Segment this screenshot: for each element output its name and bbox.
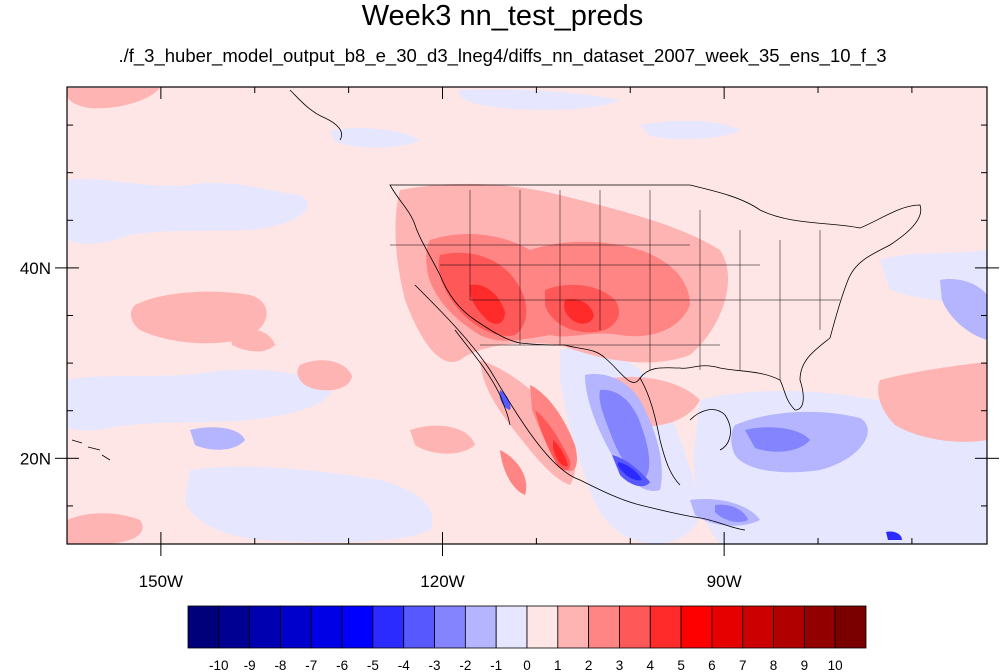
axis-tick-labels: 40N 20N 150W 120W 90W <box>20 259 742 591</box>
lon-tick-label: 90W <box>707 572 742 591</box>
colorbar <box>187 605 867 649</box>
negative-anomaly-strong-regions <box>599 389 810 523</box>
colorbar-label: 8 <box>770 658 778 672</box>
colorbar-swatch <box>495 605 528 649</box>
colorbar-swatch <box>249 605 281 649</box>
colorbar-swatch <box>310 605 343 649</box>
negative-anomaly-core-regions <box>618 462 902 540</box>
colorbar-label: 4 <box>647 658 655 672</box>
colorbar-label: 6 <box>708 658 716 672</box>
coastlines <box>71 89 922 531</box>
colorbar-swatch <box>588 605 620 649</box>
colorbar-label: -10 <box>209 658 229 672</box>
state-boundaries <box>390 190 840 380</box>
colorbar-swatch <box>187 605 220 649</box>
colorbar-swatch <box>619 605 651 649</box>
map-subtitle: ./f_3_huber_model_output_b8_e_30_d3_lneg… <box>118 45 887 66</box>
colorbar-label: -1 <box>490 658 502 672</box>
colorbar-label: -9 <box>244 658 256 672</box>
colorbar-swatch <box>649 605 682 649</box>
colorbar-swatch <box>218 605 251 649</box>
positive-anomaly-peak-regions <box>469 284 594 467</box>
colorbar-label: -2 <box>459 658 471 672</box>
lat-tick-label: 40N <box>20 259 51 278</box>
colorbar-swatch <box>803 605 836 649</box>
colorbar-swatch <box>711 605 744 649</box>
axis-ticks <box>55 87 999 556</box>
colorbar-swatch <box>742 605 774 649</box>
map-field <box>67 87 987 544</box>
colorbar-swatch <box>341 605 374 649</box>
colorbar-label: 1 <box>554 658 562 672</box>
colorbar-label: 5 <box>677 658 685 672</box>
colorbar-label: 10 <box>828 658 843 672</box>
colorbar-swatch <box>526 605 559 649</box>
colorbar-swatch <box>680 605 713 649</box>
colorbar-labels: -10 -9 -8 -7 -6 -5 -4 -3 -2 -1 0 1 2 3 4 5 6 7 8 9 10 <box>209 658 843 672</box>
colorbar-label: -3 <box>429 658 441 672</box>
colorbar-label: -4 <box>398 658 410 672</box>
colorbar-label: -5 <box>367 658 379 672</box>
colorbar-swatch <box>434 605 466 649</box>
colorbar-swatch <box>834 605 867 649</box>
colorbar-label: -7 <box>305 658 317 672</box>
colorbar-swatch <box>403 605 435 649</box>
colorbar-label: 3 <box>616 658 624 672</box>
colorbar-swatch <box>464 605 497 649</box>
map-title: Week3 nn_test_preds <box>361 0 644 32</box>
lon-tick-label: 150W <box>139 572 183 591</box>
colorbar-swatch <box>557 605 590 649</box>
colorbar-label: 7 <box>739 658 747 672</box>
colorbar-swatch <box>280 605 312 649</box>
colorbar-label: 0 <box>523 658 531 672</box>
colorbar-label: -8 <box>274 658 286 672</box>
colorbar-label: -6 <box>336 658 348 672</box>
colorbar-swatch <box>372 605 405 649</box>
colorbar-swatch <box>773 605 805 649</box>
lon-tick-label: 120W <box>420 572 464 591</box>
lat-tick-label: 20N <box>20 449 51 468</box>
colorbar-label: 9 <box>801 658 809 672</box>
colorbar-label: 2 <box>585 658 593 672</box>
